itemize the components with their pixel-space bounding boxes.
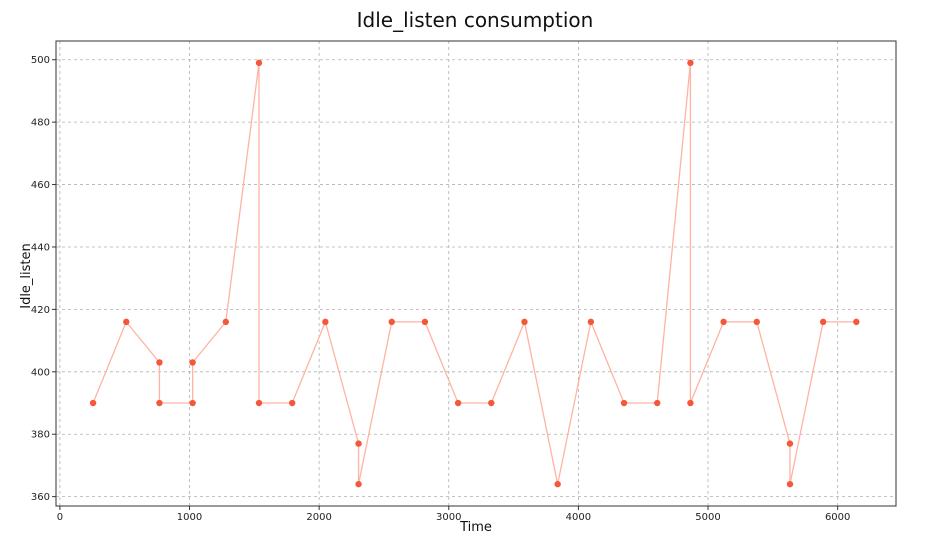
y-tick-label: 380 (31, 430, 50, 441)
y-tick-label: 440 (31, 242, 50, 253)
data-point (853, 318, 860, 326)
y-tick-label: 420 (31, 305, 50, 316)
x-tick-label: 1000 (177, 512, 202, 523)
x-tick-label: 3000 (436, 512, 461, 523)
data-point (388, 318, 395, 326)
data-point (255, 59, 263, 67)
data-point (720, 318, 727, 326)
data-point (89, 399, 97, 407)
data-point (189, 399, 196, 407)
data-point (654, 399, 661, 407)
x-tick-label: 5000 (695, 512, 720, 523)
data-point (156, 359, 163, 366)
data-point (587, 318, 595, 326)
x-tick-label: 4000 (566, 512, 591, 523)
data-point (322, 318, 329, 326)
data-point (554, 480, 561, 488)
axis-ticks: 0 1000 2000 3000 4000 5000 6000 360 380 400 420 440… (31, 55, 850, 523)
y-tick-label: 400 (31, 367, 50, 378)
series-layer (89, 59, 860, 488)
data-point (819, 318, 827, 326)
data-point (488, 399, 495, 407)
x-tick-label: 6000 (825, 512, 850, 523)
data-point (620, 399, 628, 407)
chart-title: Idle_listen consumption (357, 8, 594, 32)
y-tick-label: 500 (31, 55, 50, 66)
data-point (355, 480, 362, 488)
y-tick-label: 360 (31, 492, 50, 503)
data-point (786, 480, 794, 488)
y-tick-label: 480 (31, 118, 50, 129)
data-point (156, 399, 163, 407)
y-tick-label: 460 (31, 180, 50, 191)
data-point (222, 318, 230, 326)
x-tick-label: 2000 (306, 512, 331, 523)
y-axis-title: Idle_listen (19, 243, 34, 309)
data-point (687, 399, 694, 407)
data-point (255, 399, 263, 407)
data-point (421, 318, 429, 326)
data-point (189, 359, 196, 366)
data-point (454, 399, 462, 407)
grid (56, 41, 896, 506)
data-point (521, 318, 528, 326)
data-point (288, 399, 296, 407)
plot-area-frame (55, 40, 897, 507)
series-line (92, 62, 857, 485)
x-tick-label: 0 (57, 512, 63, 523)
x-axis-title: Time (459, 520, 492, 535)
data-point (123, 318, 130, 326)
data-point (786, 440, 794, 447)
data-point (355, 440, 362, 447)
data-point (687, 59, 694, 67)
data-point (753, 318, 760, 326)
